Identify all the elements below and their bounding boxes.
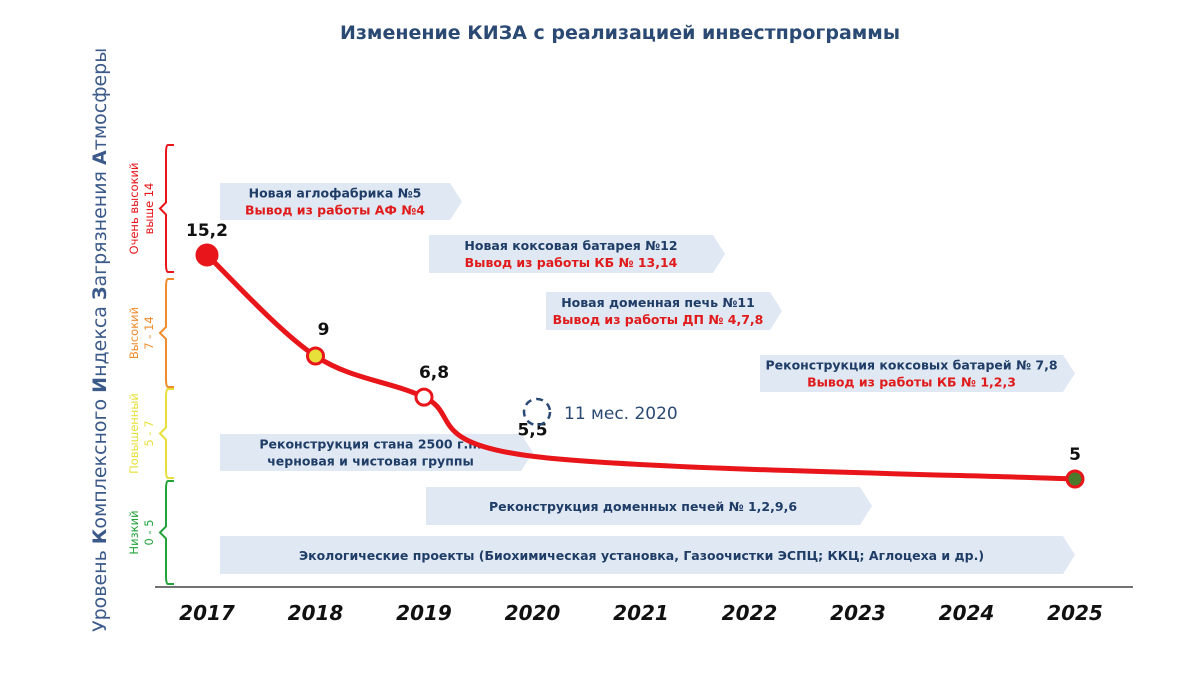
zone-label-3: Повышенный5 - 7 [127,393,156,474]
zone-bracket-4 [158,480,174,585]
y-axis-label-big-4: А [89,150,111,165]
y-axis-label-big-2: И [89,377,111,393]
project-arrows: Новая аглофабрика №5 Вывод из работы АФ №… [220,183,1075,574]
project-detail-2: Вывод из работы КБ № 13,14 [465,255,678,270]
x-tick-2018: 2018 [288,601,344,625]
x-tick-2025: 2025 [1047,601,1103,625]
project-arrow-2: Новая коксовая батарея №12 Вывод из работ… [429,235,725,273]
project-title-1: Новая аглофабрика №5 [249,186,422,201]
y-axis-label-big-1: К [89,528,111,544]
point-marker-2019 [414,387,434,407]
x-tick-labels: 2017 2018 2019 2020 2021 2022 2023 2024 2025 [179,601,1103,625]
project-arrow-7: Экологические проекты (Биохимическая уст… [220,536,1075,574]
x-tick-2020: 2020 [505,601,561,625]
zone-bracket-3 [158,388,174,479]
point-marker-2018 [306,346,325,366]
data-points: 15,296,85,55 [186,221,1085,489]
x-tick-2024: 2024 [939,601,995,625]
y-axis-label-rest-2: ндекса [89,300,111,377]
y-axis-label-big-3: З [89,287,111,301]
zone-label-1: Очень высокийвыше 14 [127,163,156,255]
project-arrow-6: Реконструкция доменных печей № 1,2,9,6 [426,487,872,525]
x-tick-2019: 2019 [396,601,452,625]
point-label-2019: 6,8 [419,363,449,383]
zone-bracket-1 [158,144,174,273]
project-detail-5: черновая и чистовая группы [267,454,474,469]
x-tick-2022: 2022 [722,601,778,625]
project-arrow-3: Новая доменная печь №11 Вывод из работы Д… [546,292,782,330]
point-label-2025: 5 [1069,445,1081,465]
point-label-2017: 15,2 [186,221,228,241]
project-detail-1: Вывод из работы АФ №4 [245,203,425,218]
project-arrow-5: Реконструкция стана 2500 г.п. черновая и … [220,434,533,471]
y-axis-label-rest-3: агрязнения [89,165,111,287]
project-arrow-4: Реконструкция коксовых батарей № 7,8 Выво… [760,355,1075,392]
chart-title: Изменение КИЗА с реализацией инвестпрогр… [340,22,900,44]
y-axis-label-prefix: Уровень [89,544,111,632]
zone-legend: Очень высокийвыше 14 Высокий7 - 14 Повышен… [127,144,174,585]
zone-bracket-2 [158,278,174,388]
project-title-3: Новая доменная печь №11 [561,295,755,310]
zone-label-4: Низкий0 - 5 [127,510,156,554]
kiza-line [204,252,1078,482]
x-tick-2023: 2023 [830,601,886,625]
y-axis-label: Уровень Комплексного Индекса Загрязнения… [89,48,111,632]
project-title-7: Экологические проекты (Биохимическая уст… [299,548,984,563]
y-axis-label-rest-1: омплексного [89,393,111,529]
point-label-2018: 9 [318,320,330,340]
point-marker-2017 [195,243,219,267]
zone-label-2: Высокий7 - 14 [127,307,156,359]
project-detail-3: Вывод из работы ДП № 4,7,8 [553,312,764,327]
annotation-label: 11 мес. 2020 [564,404,678,424]
project-detail-4: Вывод из работы КБ № 1,2,3 [807,375,1016,390]
project-arrow-1: Новая аглофабрика №5 Вывод из работы АФ №… [220,183,462,220]
annotation-marker [522,397,552,427]
point-marker-2025 [1065,469,1085,489]
project-title-5: Реконструкция стана 2500 г.п. [259,437,481,452]
x-tick-2017: 2017 [179,601,235,625]
x-tick-2021: 2021 [613,601,669,625]
project-title-4: Реконструкция коксовых батарей № 7,8 [765,358,1057,373]
project-title-2: Новая коксовая батарея №12 [464,238,677,253]
project-title-6: Реконструкция доменных печей № 1,2,9,6 [489,499,797,514]
y-axis-label-rest-4: тмосферы [89,48,111,150]
